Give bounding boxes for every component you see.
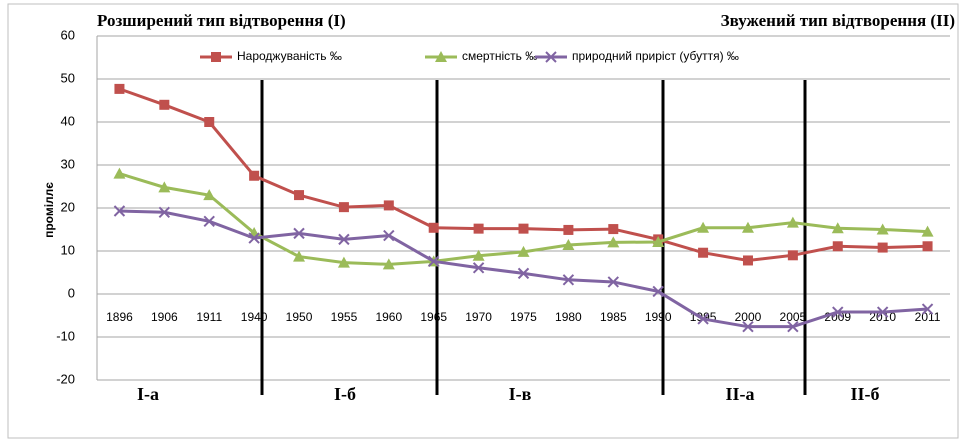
marker	[741, 221, 754, 233]
x-tick-label: 1980	[555, 310, 582, 324]
period-label: I-а	[137, 384, 159, 404]
marker	[922, 241, 933, 252]
marker	[787, 250, 798, 261]
y-tick-label: 10	[61, 242, 75, 257]
x-tick-label: 1940	[241, 310, 268, 324]
y-tick-label: 20	[61, 199, 75, 214]
x-tick-label: 1965	[420, 310, 447, 324]
marker	[203, 215, 215, 228]
x-tick-label: 2000	[735, 310, 762, 324]
marker	[383, 229, 395, 242]
period-label: II-а	[725, 384, 754, 404]
y-tick-label: -20	[56, 371, 75, 386]
x-tick-label: 1960	[375, 310, 402, 324]
marker	[698, 247, 709, 258]
legend-label: Народжуваність ‰	[237, 49, 342, 63]
x-tick-label: 1906	[151, 310, 178, 324]
marker	[211, 52, 221, 62]
marker	[158, 181, 171, 193]
marker	[337, 256, 350, 268]
marker	[293, 227, 305, 240]
marker	[652, 285, 664, 298]
marker	[382, 258, 395, 270]
x-tick-label: 1896	[106, 310, 133, 324]
marker	[338, 202, 349, 213]
marker	[652, 235, 665, 247]
x-tick-label: 1955	[331, 310, 358, 324]
marker	[428, 255, 440, 268]
marker	[472, 262, 485, 274]
marker	[517, 267, 530, 280]
x-tick-label: 1990	[645, 310, 672, 324]
marker	[113, 205, 126, 217]
title-left: Розширений тип відтворення (I)	[97, 11, 346, 30]
marker	[113, 167, 126, 179]
marker	[607, 276, 619, 288]
marker	[383, 200, 394, 211]
y-tick-label: 40	[61, 113, 75, 128]
marker	[742, 320, 754, 333]
y-axis-label: проміллє	[42, 182, 56, 238]
marker	[786, 216, 799, 228]
y-tick-label: 60	[61, 27, 75, 42]
marker	[249, 170, 260, 181]
marker	[435, 51, 447, 62]
marker	[203, 189, 216, 201]
marker	[159, 99, 170, 110]
x-tick-label: 2010	[869, 310, 896, 324]
x-tick-label: 2011	[915, 310, 941, 324]
marker	[607, 236, 620, 248]
marker	[472, 249, 485, 261]
y-tick-label: 30	[61, 156, 75, 171]
period-label: I-б	[334, 384, 356, 404]
y-tick-label: 50	[61, 70, 75, 85]
marker	[832, 306, 844, 318]
marker	[876, 306, 889, 318]
period-label: I-в	[509, 384, 532, 404]
marker	[158, 206, 171, 219]
chart-frame	[7, 3, 959, 439]
marker	[114, 83, 125, 94]
marker	[562, 238, 575, 250]
legend-label: смертність ‰	[462, 49, 537, 63]
marker	[293, 250, 306, 262]
marker	[545, 51, 557, 63]
x-tick-label: 1950	[286, 310, 313, 324]
marker	[428, 222, 439, 233]
marker	[876, 223, 889, 235]
marker	[697, 313, 709, 325]
x-tick-label: 1970	[465, 310, 492, 324]
marker	[563, 224, 574, 235]
marker	[787, 320, 799, 333]
legend-label: природний приріст (убуття) ‰	[572, 49, 739, 63]
marker	[921, 303, 934, 315]
marker	[697, 221, 710, 233]
marker	[518, 223, 529, 234]
x-tick-label: 1975	[510, 310, 537, 324]
marker	[517, 245, 530, 257]
marker	[742, 255, 753, 266]
y-tick-label: 0	[68, 285, 75, 300]
marker	[294, 190, 305, 201]
marker	[832, 241, 843, 252]
marker	[608, 224, 619, 235]
x-tick-label: 1985	[600, 310, 627, 324]
marker	[204, 117, 215, 127]
marker	[877, 242, 888, 253]
marker	[338, 233, 350, 246]
y-tick-label: -10	[56, 328, 75, 343]
x-tick-label: 1911	[196, 310, 222, 324]
marker	[562, 274, 575, 286]
marker	[831, 222, 844, 234]
x-tick-label: 2005	[780, 310, 807, 324]
title-right: Звужений тип відтворення (II)	[721, 11, 955, 30]
period-label: II-б	[850, 384, 879, 404]
marker	[473, 223, 484, 234]
marker	[921, 225, 934, 237]
marker	[248, 232, 260, 244]
